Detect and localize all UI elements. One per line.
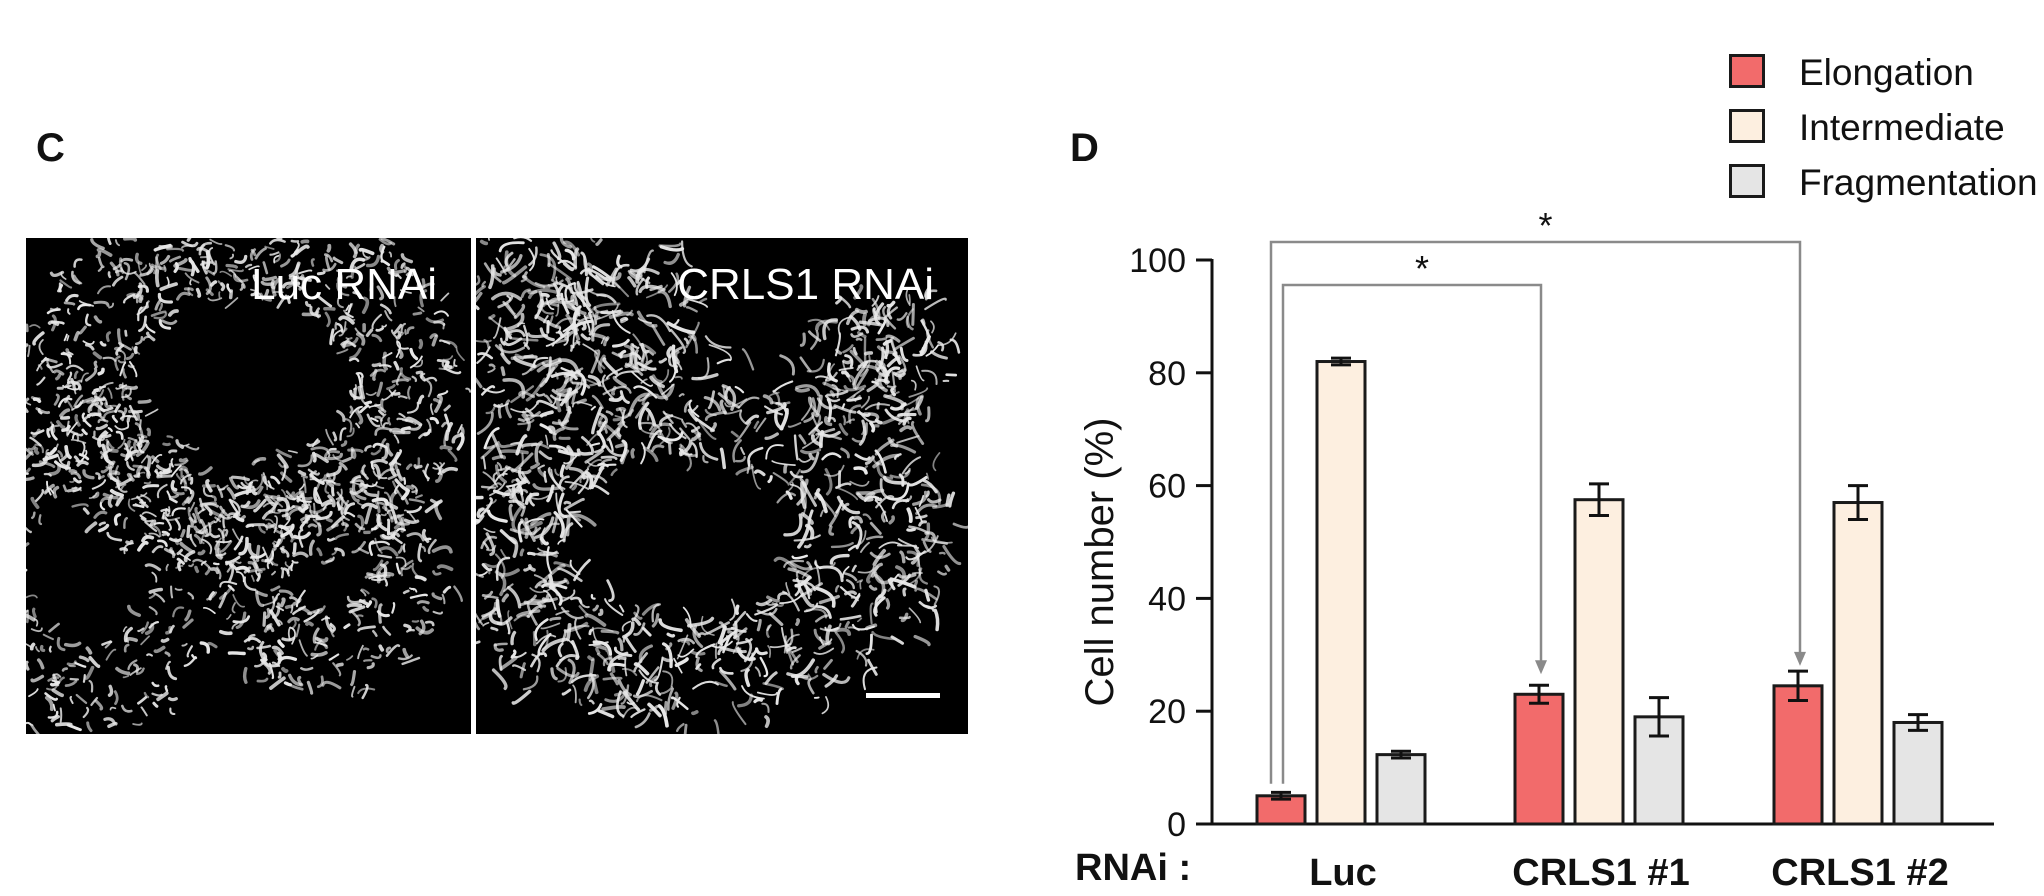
mitochondria-image-left xyxy=(26,238,471,734)
chart-legend: Elongation Intermediate Fragmentation xyxy=(1727,50,2044,220)
y-tick-label: 40 xyxy=(1148,580,1186,618)
bar-fragmentation-2 xyxy=(1892,720,1944,826)
mitochondria-image-right xyxy=(476,238,968,734)
bar-intermediate-2 xyxy=(1832,501,1884,826)
x-category-label: CRLS1 #2 xyxy=(1771,852,1948,894)
x-category-label: CRLS1 #1 xyxy=(1512,852,1689,894)
error-bar xyxy=(1331,356,1351,367)
error-bar xyxy=(1788,669,1808,702)
legend-label-elongation: Elongation xyxy=(1799,52,1974,93)
micrograph-crls1-rnai: CRLS1 RNAi xyxy=(476,238,968,734)
micrograph-right-label: CRLS1 RNAi xyxy=(677,260,934,309)
y-tick-label: 60 xyxy=(1148,468,1186,506)
error-bar xyxy=(1271,790,1291,801)
error-bar xyxy=(1529,683,1549,705)
bar-intermediate-1 xyxy=(1573,498,1625,826)
micrograph-left-label: Luc RNAi xyxy=(251,260,437,309)
panel-c-label: C xyxy=(36,126,65,170)
y-tick-label: 0 xyxy=(1167,806,1186,844)
micrograph-luc-rnai: Luc RNAi xyxy=(26,238,471,734)
scale-bar xyxy=(866,693,940,698)
error-bar xyxy=(1848,484,1868,521)
y-axis-title: Cell number (%) xyxy=(1078,418,1122,707)
panel-d-label: D xyxy=(1070,126,1099,170)
legend-label-fragmentation: Fragmentation xyxy=(1799,162,2038,203)
bar-elongation-1 xyxy=(1513,692,1565,826)
significance-arrowhead xyxy=(1535,660,1547,675)
significance-bracket xyxy=(1269,240,1802,784)
error-bar xyxy=(1908,713,1928,732)
error-bar xyxy=(1649,696,1669,738)
significance-arrowhead xyxy=(1794,651,1806,666)
y-tick-label: 20 xyxy=(1148,693,1186,731)
mitochondria-network xyxy=(26,238,471,734)
legend-swatch-fragmentation xyxy=(1729,164,1765,198)
significance-star: * xyxy=(1415,248,1429,289)
significance-star: * xyxy=(1538,205,1552,246)
error-bar xyxy=(1589,482,1609,517)
mitochondria-network xyxy=(476,238,968,734)
legend-swatch-intermediate xyxy=(1729,109,1765,143)
x-axis-title: RNAi : xyxy=(1075,847,1191,889)
y-tick-label: 80 xyxy=(1148,355,1186,393)
y-tick-label: 100 xyxy=(1129,242,1186,280)
bar-elongation-2 xyxy=(1772,684,1824,826)
bar-intermediate-0 xyxy=(1315,360,1367,826)
x-category-label: Luc xyxy=(1309,852,1377,894)
error-bar xyxy=(1391,749,1411,760)
significance-bracket xyxy=(1281,283,1543,784)
legend-swatch-elongation xyxy=(1729,54,1765,88)
legend-label-intermediate: Intermediate xyxy=(1799,107,2005,148)
bar-fragmentation-0 xyxy=(1375,753,1427,826)
